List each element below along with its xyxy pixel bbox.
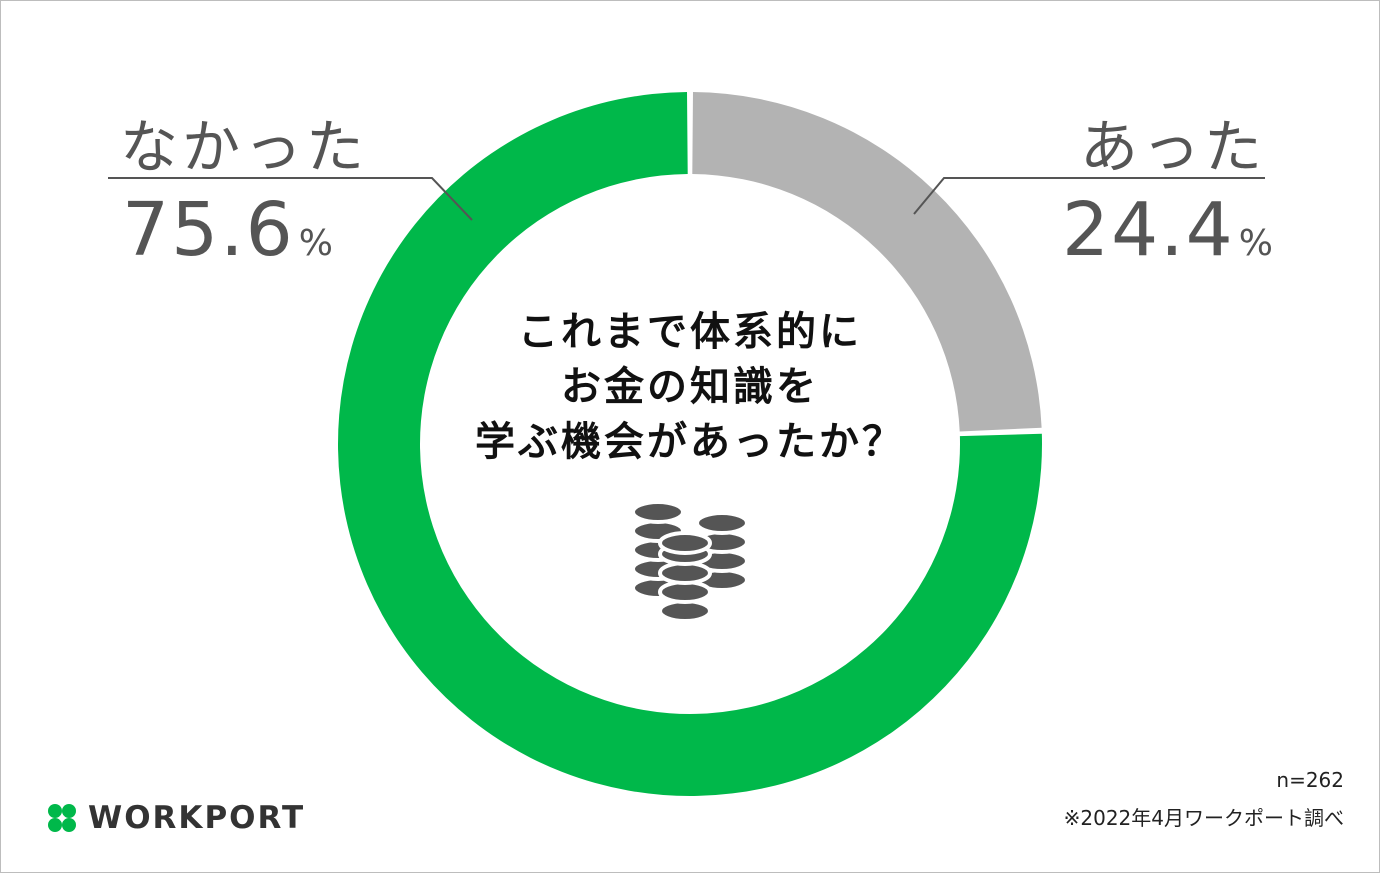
leader-line-atta	[913, 177, 1265, 215]
value-unit-atta: %	[1238, 223, 1273, 264]
sample-size-note: n=262	[1276, 768, 1344, 792]
coin-stack-icon	[631, 500, 749, 623]
source-note: ※2022年4月ワークポート調べ	[1063, 806, 1344, 830]
center-question-line-3: 学ぶ機会があったか？	[475, 419, 905, 465]
logo-text: WORKPORT	[88, 800, 306, 836]
coin-4	[631, 500, 685, 524]
value-label-nakatta: 75.6%	[122, 193, 333, 267]
value-label-atta: 24.4%	[1062, 193, 1273, 267]
coin-8	[695, 511, 749, 535]
center-question: これまで体系的に お金の知識を 学ぶ機会があったか？	[440, 305, 940, 470]
value-number-nakatta: 75.6	[122, 187, 295, 273]
category-label-nakatta: なかった	[120, 113, 369, 181]
coin-13	[658, 531, 712, 555]
value-number-atta: 24.4	[1062, 187, 1235, 273]
leader-line-nakatta	[108, 177, 473, 221]
value-unit-nakatta: %	[298, 223, 333, 264]
center-question-line-1: これまで体系的に	[518, 309, 862, 355]
category-label-atta: あった	[1080, 113, 1267, 181]
donut-slice-atta	[692, 92, 1042, 432]
clover-icon	[48, 804, 76, 832]
center-question-line-2: お金の知識を	[561, 364, 819, 410]
workport-logo: WORKPORT	[44, 800, 305, 836]
